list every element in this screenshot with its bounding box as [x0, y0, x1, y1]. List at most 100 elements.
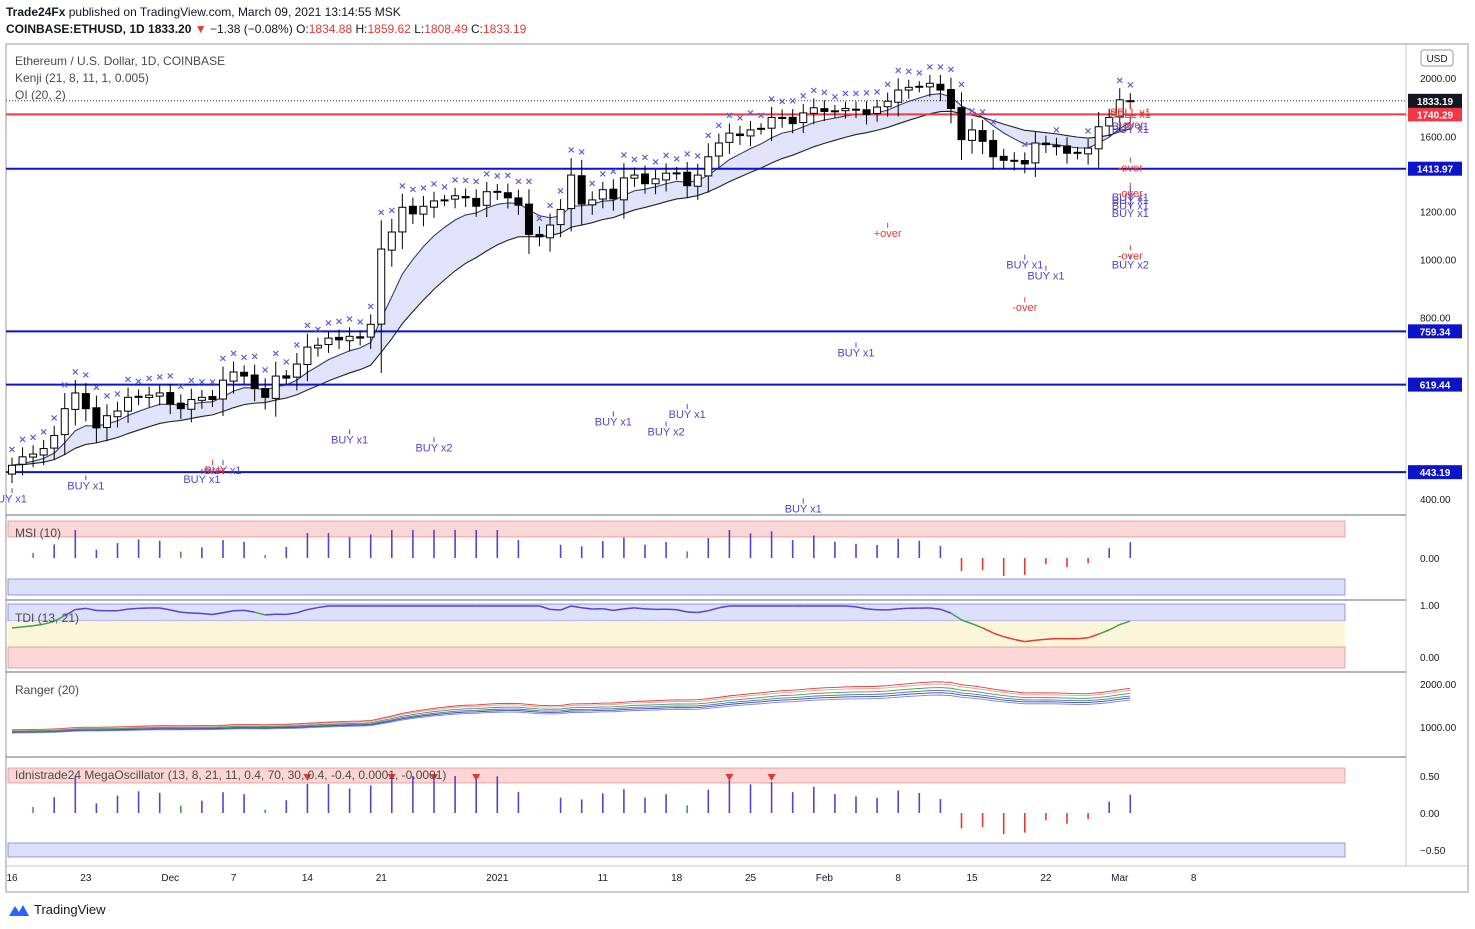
candle-body-52	[556, 208, 565, 226]
candle-body-1	[18, 456, 27, 465]
buy-signal-1: BUY x1	[67, 480, 104, 492]
cross-up-61: ×	[651, 157, 659, 168]
tdi-seg-17	[180, 611, 192, 614]
change-down-icon: ▼	[194, 22, 207, 36]
cross-up-71: ×	[757, 110, 765, 121]
cross-up-17: ×	[187, 376, 195, 387]
cross-up-68: ×	[725, 110, 733, 121]
buy-signal-7: BUY x2	[648, 426, 685, 438]
candle-body-5	[60, 408, 69, 436]
candle-body-6	[71, 392, 80, 410]
msi-lower-band	[7, 578, 1346, 596]
candle-body-92	[978, 130, 987, 142]
candle-body-84	[894, 89, 903, 103]
cross-up-13: ×	[145, 374, 153, 385]
currency-label: USD	[1426, 54, 1447, 65]
level-badge-3	[1408, 377, 1462, 392]
tdi-seg-4	[43, 620, 55, 625]
currency-badge[interactable]: USD	[1420, 49, 1454, 67]
msi-upper-band	[7, 520, 1346, 538]
mega-top-marker-72	[767, 774, 776, 781]
level-label-4: 443.19	[1420, 468, 1451, 479]
tdi-tick-1: 1.00	[1420, 601, 1440, 612]
level-badge-2	[1408, 324, 1462, 339]
tradingview-brand[interactable]: TradingView	[8, 902, 106, 917]
tdi-seg-99	[1045, 637, 1057, 641]
ranger-lines	[11, 681, 1131, 734]
cross-up-90: ×	[957, 79, 965, 90]
buy-signal-11: BUY x1	[1027, 271, 1064, 283]
chart-frame	[5, 43, 1469, 893]
cross-up-82: ×	[873, 87, 881, 98]
sub-axis: 0.00 1.00 0.00 2000.00 1000.00 0.50 0.00…	[1420, 554, 1457, 857]
candle-body-62	[662, 172, 671, 181]
buy-extra-signal-0: BUY x1	[1112, 124, 1149, 136]
over-signal-6: -over	[200, 465, 225, 477]
tdi-seg-29	[307, 606, 319, 611]
buy-signal-14: BUY x2	[1112, 260, 1149, 272]
cross-up-48: ×	[514, 177, 522, 188]
time-axis[interactable]: 16 23 Dec 7 14 21 2021 11 18 25 Feb 8 15 22 Mar 8	[6, 873, 1196, 884]
buy-signal-9: BUY x1	[837, 347, 874, 359]
tdi-seg-8	[85, 607, 97, 612]
tdi-seg-94	[992, 632, 1004, 638]
candle-body-105	[1115, 99, 1124, 118]
price-axis[interactable]: 2000.001800.001600.001200.001000.00800.0…	[1420, 74, 1457, 506]
cross-up-93: ×	[989, 117, 997, 128]
l-label: L:	[414, 22, 425, 36]
candle-body-95	[1010, 159, 1019, 162]
x-tick-11: 8	[895, 873, 901, 884]
cross-up-3: ×	[39, 427, 47, 438]
candle-body-19	[208, 396, 217, 401]
candle-body-23	[250, 374, 259, 390]
cross-up-15: ×	[166, 371, 174, 382]
tdi-seg-51	[539, 605, 551, 611]
candle-body-46	[493, 190, 502, 193]
tdi-middle-band	[8, 621, 1345, 647]
tdi-seg-97	[1024, 639, 1036, 643]
cross-up-9: ×	[103, 391, 111, 402]
candle-body-50	[535, 234, 544, 238]
buy-signal-10: BUY x1	[1006, 260, 1043, 272]
tdi-seg-18	[191, 612, 202, 615]
cross-up-22: ×	[240, 352, 248, 363]
candle-body-71	[757, 127, 766, 130]
candle-body-68	[725, 132, 734, 143]
candle-body-11	[124, 396, 133, 412]
price-tick-0: 2000.00	[1420, 74, 1457, 85]
tdi-seg-104	[1098, 629, 1110, 635]
msi-histogram	[32, 530, 1132, 577]
mega-title: Idnistrade24 MegaOscillator (13, 8, 21, …	[15, 768, 446, 782]
level-label-2: 759.34	[1420, 327, 1451, 338]
cross-up-88: ×	[936, 62, 944, 73]
candle-body-29	[313, 344, 322, 349]
mega-top-marker-28	[303, 774, 312, 781]
x-tick-6: 2021	[486, 873, 509, 884]
candle-body-40	[430, 200, 438, 208]
cross-up-18: ×	[198, 377, 206, 388]
mega-top-marker-68	[725, 774, 734, 781]
candle-body-86	[915, 85, 924, 88]
candle-body-48	[514, 197, 523, 206]
mega-tick-000: 0.00	[1420, 809, 1440, 820]
candle-body-21	[229, 371, 238, 382]
cross-up-5: ×	[61, 380, 69, 391]
candle-body-83	[883, 100, 892, 108]
tdi-lower-band	[7, 646, 1346, 669]
tdi-seg-102	[1077, 637, 1089, 640]
published-text: published on TradingView.com, March 09, …	[68, 5, 401, 19]
cross-up-19: ×	[208, 377, 216, 388]
x-tick-9: 25	[745, 873, 757, 884]
candle-body-8	[92, 407, 101, 429]
sell-signal-0: SELL x1	[1110, 109, 1151, 121]
tdi-tick-0: 0.00	[1420, 653, 1440, 664]
candle-body-2	[29, 453, 38, 458]
candle-body-65	[693, 174, 702, 187]
candle-body-102	[1084, 147, 1093, 155]
cross-up-51: ×	[546, 201, 554, 212]
price-tick-6: 400.00	[1420, 495, 1451, 506]
candle-body-59	[630, 174, 639, 179]
ranger-tick-2000: 2000.00	[1420, 680, 1457, 691]
over-signal-2: -over	[1118, 250, 1143, 262]
